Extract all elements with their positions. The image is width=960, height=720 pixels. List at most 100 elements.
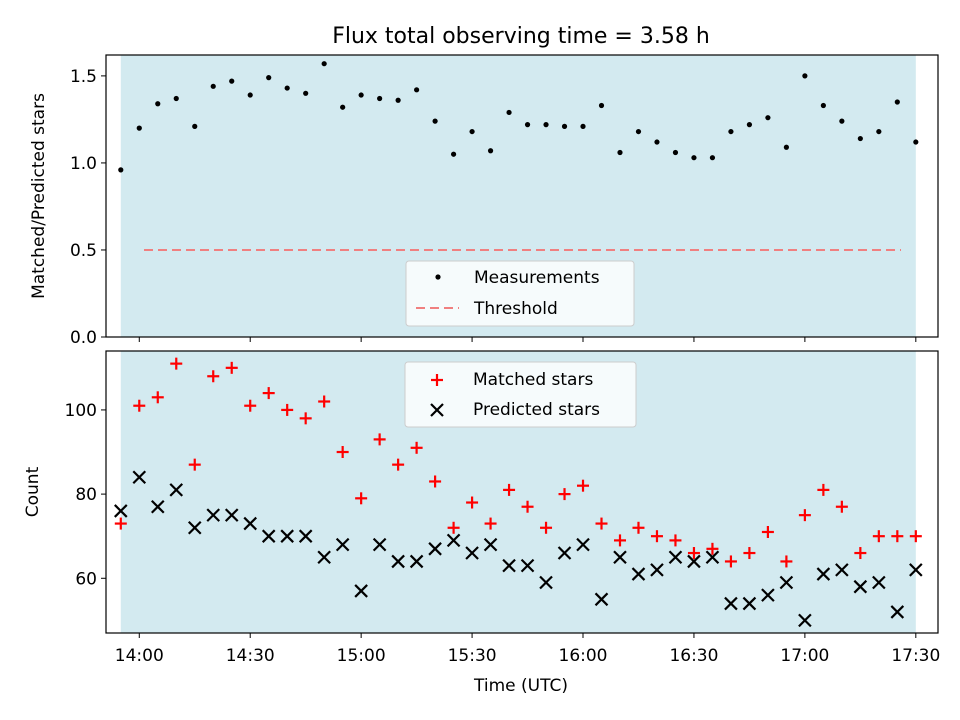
predicted-star-point [335, 537, 350, 552]
measurement-point [450, 151, 457, 157]
legend-predicted-marker [430, 403, 444, 417]
measurement-point [173, 95, 179, 102]
predicted-star-point [798, 613, 812, 628]
measurement-point [857, 135, 863, 142]
measurement-point [395, 97, 401, 103]
matched-star-point [687, 547, 700, 560]
predicted-star-point [465, 546, 479, 560]
count-y-tick-label: 100 [65, 401, 97, 421]
legend-matched-label: Matched stars [473, 370, 593, 390]
predicted-star-point [594, 592, 609, 607]
x-tick-label: 14:00 [115, 646, 164, 666]
matched-star-point [835, 500, 848, 513]
matched-star-point [521, 500, 534, 513]
legend-measurements-label: Measurements [474, 268, 600, 288]
matched-star-point [798, 509, 811, 522]
measurement-point [432, 118, 438, 124]
count-plot-frame [105, 350, 939, 634]
measurement-point [377, 95, 383, 102]
matched-star-point [244, 399, 257, 412]
measurement-point [506, 109, 512, 116]
predicted-star-point [298, 529, 313, 543]
measurement-point [728, 128, 734, 135]
measurement-points [118, 61, 919, 173]
measurement-point [783, 144, 789, 150]
legend-threshold-label: Threshold [473, 299, 558, 319]
matched-star-point [632, 521, 645, 534]
measurement-point [136, 125, 142, 131]
measurement-point [894, 99, 900, 105]
measurement-point [358, 92, 364, 98]
matched-star-point [669, 534, 682, 547]
measurement-point [321, 61, 327, 67]
count-points [114, 357, 923, 628]
measurement-point [266, 75, 272, 81]
measurement-point [561, 123, 568, 129]
ratio-y-tick-label: 1.5 [70, 67, 97, 87]
matched-star-point [540, 521, 553, 534]
matched-star-point [909, 530, 922, 543]
measurement-point [229, 78, 235, 84]
matched-star-point [724, 555, 737, 568]
predicted-star-point [354, 584, 368, 598]
ratio-y-tick-label: 1.0 [70, 154, 97, 174]
predicted-star-point [261, 529, 276, 543]
ratio-y-ticks: 0.0 0.5 1.0 1.5 [70, 67, 106, 348]
count-x-ticks: 14:00 14:30 15:00 15:30 16:00 16:30 17:00 17:30 [115, 633, 940, 666]
matched-star-point [392, 458, 405, 471]
measurement-point [839, 118, 845, 124]
predicted-star-point [576, 537, 590, 552]
predicted-star-point [853, 579, 868, 594]
predicted-star-point [409, 554, 424, 569]
figure-title: Flux total observing time = 3.58 h [332, 24, 710, 49]
predicted-star-point [724, 596, 738, 611]
matched-star-point [373, 433, 386, 446]
ratio-y-tick-label: 0.5 [70, 241, 97, 261]
matched-star-point [170, 357, 183, 370]
matched-star-point [743, 547, 756, 560]
predicted-star-point [243, 516, 257, 531]
ratio-legend: Measurements Threshold [405, 260, 635, 327]
predicted-star-point [631, 567, 646, 581]
matched-star-point [872, 530, 885, 543]
measurement-point [802, 73, 808, 79]
measurement-point [709, 155, 716, 161]
x-tick-label: 17:00 [780, 646, 829, 666]
x-tick-label: 16:00 [559, 646, 608, 666]
predicted-star-point [742, 596, 757, 611]
x-tick-label: 16:30 [669, 646, 718, 666]
matched-star-point [447, 521, 460, 534]
predicted-star-point [187, 520, 202, 535]
measurement-point [617, 149, 623, 156]
predicted-star-point [613, 550, 627, 565]
predicted-star-point [317, 550, 331, 565]
measurement-point [691, 155, 697, 161]
predicted-star-point [539, 575, 553, 590]
measurement-point [765, 115, 771, 121]
matched-star-point [410, 441, 423, 454]
matched-star-point [299, 412, 312, 425]
matched-star-point [151, 391, 164, 404]
matched-star-point [336, 446, 349, 459]
matched-star-point [429, 475, 442, 488]
predicted-star-point [114, 504, 128, 518]
predicted-star-point [872, 575, 886, 590]
predicted-star-point [502, 558, 516, 573]
predicted-star-point [520, 558, 535, 573]
matched-star-point [484, 517, 497, 530]
predicted-star-point [557, 546, 572, 560]
legend-predicted-label: Predicted stars [473, 400, 600, 420]
predicted-star-point [761, 588, 775, 602]
matched-star-point [558, 488, 571, 501]
ratio-legend-box [405, 260, 635, 327]
count-y-tick-label: 80 [75, 485, 97, 505]
count-y-ticks: 60 80 100 [65, 401, 106, 589]
predicted-star-point [169, 483, 184, 497]
matched-star-point [761, 525, 774, 538]
measurement-point [303, 90, 309, 96]
measurement-point [635, 128, 642, 135]
ratio-x-ticks [138, 337, 917, 342]
matched-star-point [817, 483, 830, 496]
measurement-point [487, 148, 494, 154]
